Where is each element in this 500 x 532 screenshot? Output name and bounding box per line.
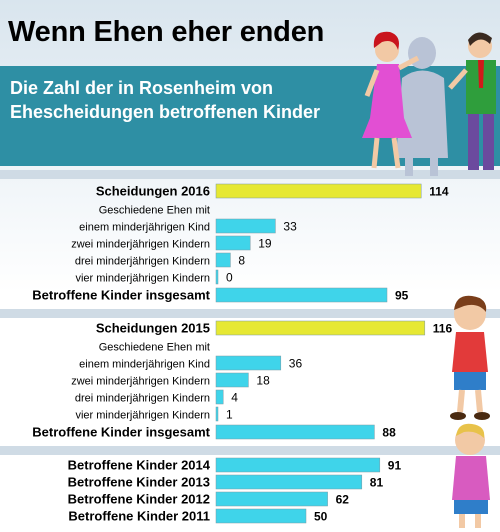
row-label: einem minderjährigen Kind: [79, 359, 210, 371]
row-bar: [215, 235, 251, 251]
history-bar: [215, 508, 307, 524]
row-value: 36: [289, 357, 303, 371]
children-total-label: Betroffene Kinder insgesamt: [32, 288, 210, 303]
history-label: Betroffene Kinder 2011: [68, 509, 210, 524]
group-title: Scheidungen 2016: [96, 184, 210, 199]
row-value: 33: [283, 220, 297, 234]
row-bar: [215, 269, 219, 285]
row-value: 4: [231, 391, 238, 405]
crying-child-illustration: [450, 295, 490, 420]
history-value: 91: [388, 459, 402, 473]
arguing-couple-illustration: [362, 31, 496, 176]
row-bar: [215, 389, 224, 405]
row-label: zwei minderjährigen Kindern: [71, 376, 210, 388]
row-bar: [215, 218, 276, 234]
row-value: 8: [238, 254, 245, 268]
crying-boy-illustration: [452, 423, 490, 528]
separator-middle: [0, 309, 500, 318]
group-title: Scheidungen 2015: [96, 321, 210, 336]
row-label: vier minderjährigen Kindern: [75, 273, 210, 285]
children-total-bar: [215, 424, 375, 440]
children-total-value: 95: [395, 289, 409, 303]
row-bar: [215, 355, 282, 371]
history-bar: [215, 491, 328, 507]
history-value: 50: [314, 510, 328, 524]
divorce-total-value: 116: [433, 322, 453, 336]
group-note: Geschiedene Ehen mit: [99, 205, 210, 217]
separator-top: [0, 170, 500, 179]
divorce-total-bar: [215, 183, 422, 199]
row-value: 1: [226, 408, 233, 422]
row-bar: [215, 406, 219, 422]
row-label: zwei minderjährigen Kindern: [71, 239, 210, 251]
chart-title: Wenn Ehen eher enden: [8, 16, 325, 48]
history-label: Betroffene Kinder 2013: [68, 475, 210, 490]
history-label: Betroffene Kinder 2012: [68, 492, 210, 507]
history-value: 62: [336, 493, 350, 507]
row-label: drei minderjährigen Kindern: [75, 393, 210, 405]
row-value: 18: [256, 374, 270, 388]
row-value: 19: [258, 237, 272, 251]
history-value: 81: [370, 476, 384, 490]
history-label: Betroffene Kinder 2014: [68, 458, 211, 473]
history-bar: [215, 474, 363, 490]
row-label: vier minderjährigen Kindern: [75, 410, 210, 422]
children-total-value: 88: [382, 426, 396, 440]
row-label: drei minderjährigen Kindern: [75, 256, 210, 268]
group-note: Geschiedene Ehen mit: [99, 342, 210, 354]
row-bar: [215, 252, 231, 268]
divorce-total-bar: [215, 320, 426, 336]
history-bar: [215, 457, 381, 473]
children-total-label: Betroffene Kinder insgesamt: [32, 425, 210, 440]
row-label: einem minderjährigen Kind: [79, 222, 210, 234]
divorce-total-value: 114: [429, 185, 449, 199]
row-value: 0: [226, 271, 233, 285]
separator-bottom: [0, 446, 500, 455]
children-total-bar: [215, 287, 388, 303]
row-bar: [215, 372, 249, 388]
